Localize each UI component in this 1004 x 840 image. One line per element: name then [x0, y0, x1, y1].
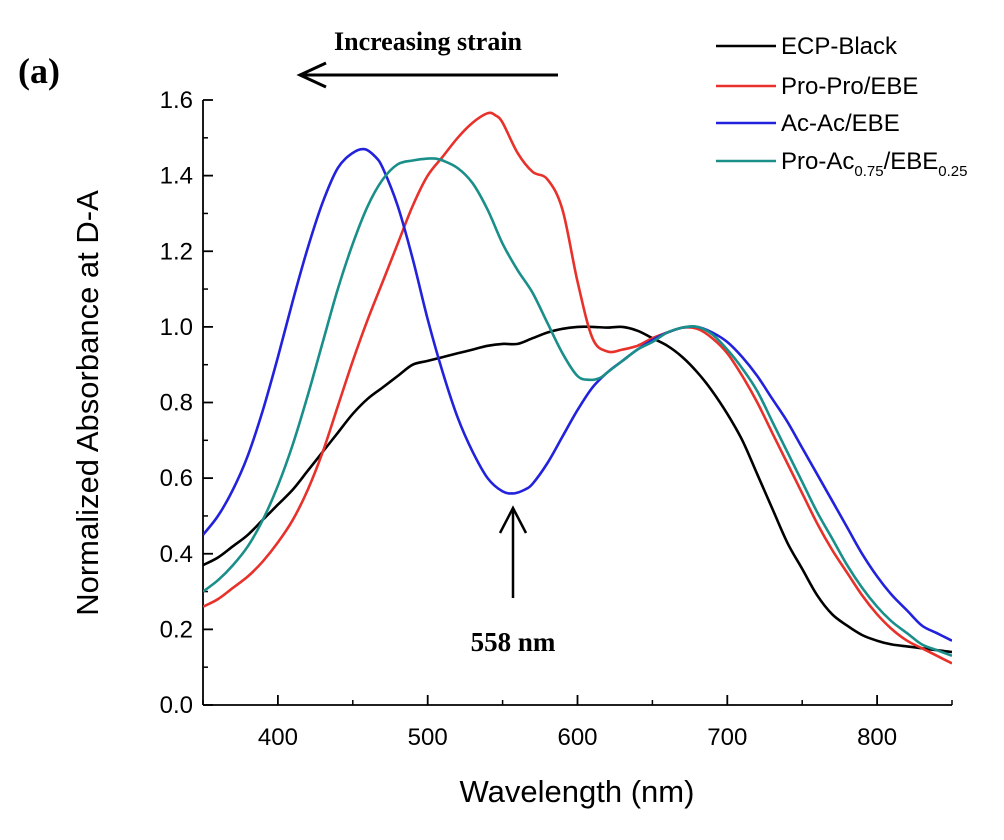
- x-tick-label: 500: [408, 724, 448, 751]
- strain-arrow: [296, 61, 558, 89]
- peak-annotation-label: 558 nm: [471, 627, 556, 657]
- y-tick-label: 0.8: [160, 390, 193, 417]
- x-tick-label: 600: [557, 724, 597, 751]
- y-tick-label: 0.2: [160, 616, 193, 643]
- series-line: [203, 157, 952, 658]
- y-tick-label: 1.4: [160, 163, 193, 190]
- y-tick-label: 0.6: [160, 465, 193, 492]
- x-tick-label: 400: [258, 724, 298, 751]
- panel-label: (a): [18, 51, 60, 91]
- series-line: [203, 147, 952, 642]
- y-tick-label: 1.2: [160, 238, 193, 265]
- peak-arrow: [498, 505, 528, 598]
- y-tick-label: 1.0: [160, 314, 193, 341]
- y-tick-label: 0.0: [160, 692, 193, 719]
- legend-label: Pro-Ac0.75/EBE0.25: [781, 148, 967, 180]
- series-lines: [203, 111, 952, 665]
- legend-label: Pro-Pro/EBE: [781, 73, 918, 100]
- strain-annotation-label: Increasing strain: [334, 27, 523, 56]
- x-tick-label: 800: [857, 724, 897, 751]
- y-tick-label: 0.4: [160, 541, 193, 568]
- axis-ticks: 400 500 600 700 800 0.0 0.2 0.4 0.6 0.8 1.0 1.2 1.4 1…: [160, 87, 953, 751]
- y-axis-title: Normalized Absorbance at D-A: [70, 190, 105, 616]
- series-line: [203, 325, 952, 654]
- x-axis-title: Wavelength (nm): [460, 774, 695, 809]
- x-tick-label: 700: [707, 724, 747, 751]
- axes: [202, 100, 952, 706]
- legend-label: ECP-Black: [781, 33, 898, 60]
- y-tick-label: 1.6: [160, 87, 193, 114]
- legend-label: Ac-Ac/EBE: [781, 110, 900, 137]
- series-line: [203, 111, 952, 665]
- legend: ECP-Black Pro-Pro/EBE Ac-Ac/EBE Pro-Ac0.75/…: [716, 33, 967, 180]
